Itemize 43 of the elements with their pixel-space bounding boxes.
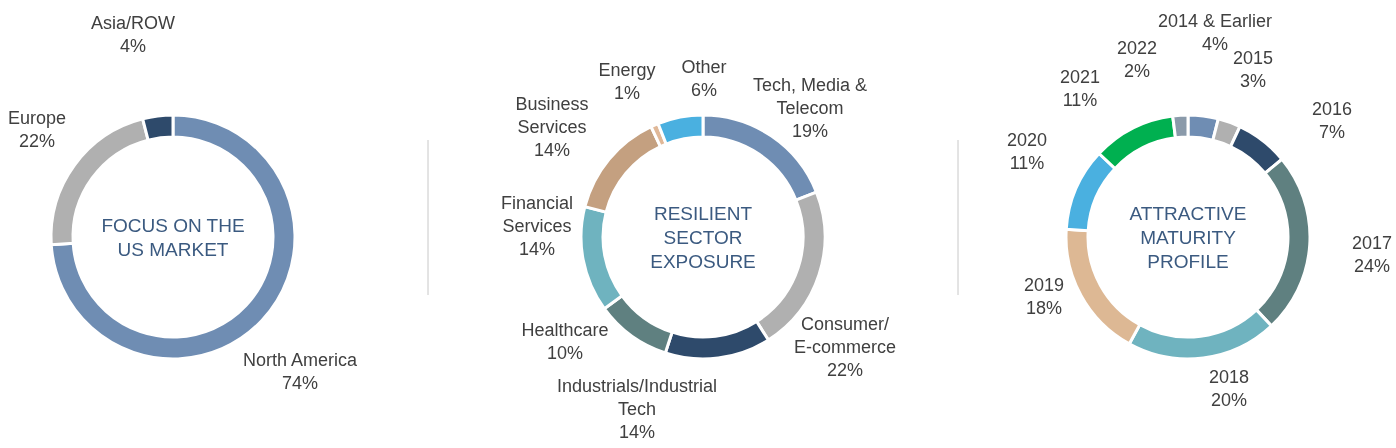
slice-label: Asia/ROW	[90, 13, 176, 33]
slice-label: 2019	[1023, 275, 1065, 295]
slice-label: Financial Services	[500, 193, 574, 236]
slice-label: Other	[681, 57, 727, 77]
slice-label: Business Services	[515, 94, 589, 137]
data-label: 3%	[1239, 71, 1267, 91]
data-label: 74%	[281, 373, 319, 393]
text: FOCUS ON THE US MARKET	[101, 215, 245, 260]
data-label: 4%	[119, 36, 147, 56]
data-label: 20%	[1210, 390, 1248, 410]
slice-label: 2020	[1006, 130, 1048, 150]
slice-label: 2015	[1232, 48, 1274, 68]
data-label: 22%	[18, 131, 56, 151]
data-label: 2%	[1123, 61, 1151, 81]
data-label: 14%	[618, 422, 656, 442]
data-label: 14%	[518, 239, 556, 259]
slice-label: 2021	[1059, 67, 1101, 87]
slice-label: Healthcare	[521, 320, 609, 340]
data-label: 11%	[1062, 90, 1098, 110]
data-label: 19%	[791, 121, 829, 141]
slice-label: 2016	[1311, 99, 1353, 119]
slice-label: 2022	[1116, 38, 1158, 58]
data-label: 14%	[533, 140, 571, 160]
data-label: 6%	[690, 80, 718, 100]
data-label: 4%	[1201, 34, 1229, 54]
text: RESILIENT SECTOR EXPOSURE	[650, 203, 756, 272]
slice-label: Tech, Media & Telecom	[752, 75, 868, 118]
data-label: 24%	[1353, 256, 1391, 276]
slice-label: North America	[242, 350, 358, 370]
slice-label: Consumer/ E-commerce	[793, 314, 897, 357]
slice-label: Energy	[598, 60, 656, 80]
data-label: 7%	[1318, 122, 1346, 142]
slice-label: 2017	[1351, 233, 1393, 253]
data-label: 1%	[613, 83, 641, 103]
slice-label: 2014 & Earlier	[1157, 11, 1273, 31]
data-label: 22%	[826, 360, 864, 380]
slice-label: Europe	[7, 108, 67, 128]
slice-label: 2018	[1208, 367, 1250, 387]
data-label: 11%	[1009, 153, 1045, 173]
text: ATTRACTIVE MATURITY PROFILE	[1129, 203, 1247, 272]
slice-label: Industrials/Industrial Tech	[556, 376, 718, 419]
data-label: 18%	[1025, 298, 1063, 318]
data-label: 10%	[546, 343, 584, 363]
